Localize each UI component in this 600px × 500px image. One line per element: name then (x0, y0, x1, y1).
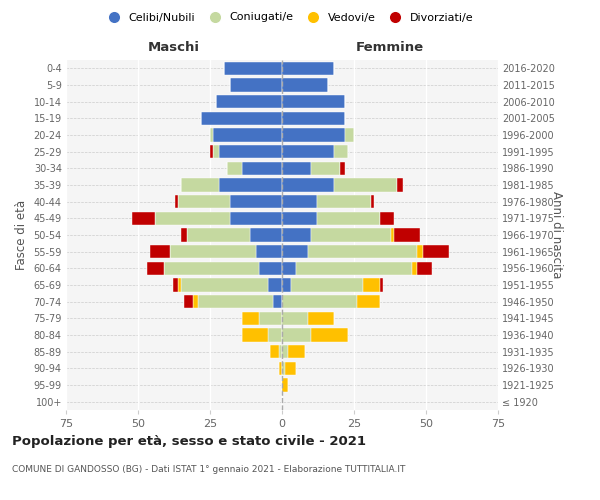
Bar (259, 262, 282, 275)
Bar (178, 195, 230, 208)
Bar (170, 245, 256, 258)
Bar (213, 128, 282, 141)
Bar (282, 162, 311, 175)
Bar (282, 378, 288, 392)
Bar (242, 328, 268, 342)
Bar (282, 195, 317, 208)
Bar (397, 178, 403, 192)
Bar (380, 212, 394, 225)
Bar (362, 278, 380, 291)
Bar (268, 278, 282, 291)
Bar (242, 312, 259, 325)
Text: Popolazione per età, sesso e stato civile - 2021: Popolazione per età, sesso e stato civil… (12, 435, 366, 448)
Bar (340, 162, 346, 175)
Bar (230, 78, 282, 92)
Bar (250, 228, 282, 241)
Bar (184, 295, 193, 308)
Bar (282, 245, 308, 258)
Bar (371, 195, 374, 208)
Bar (282, 228, 311, 241)
Bar (282, 328, 311, 342)
Bar (296, 262, 412, 275)
Bar (181, 178, 218, 192)
Bar (394, 228, 420, 241)
Bar (279, 345, 282, 358)
Bar (259, 312, 282, 325)
Legend: Celibi/Nubili, Coniugati/e, Vedovi/e, Divorziati/e: Celibi/Nubili, Coniugati/e, Vedovi/e, Di… (98, 8, 478, 27)
Bar (346, 128, 354, 141)
Bar (218, 178, 282, 192)
Bar (357, 295, 380, 308)
Bar (334, 145, 348, 158)
Bar (282, 362, 285, 375)
Bar (202, 112, 282, 125)
Y-axis label: Fasce di età: Fasce di età (15, 200, 28, 270)
Bar (282, 145, 334, 158)
Bar (418, 262, 432, 275)
Y-axis label: Anni di nascita: Anni di nascita (550, 192, 563, 278)
Bar (268, 328, 282, 342)
Bar (230, 212, 282, 225)
Bar (282, 212, 317, 225)
Bar (149, 245, 170, 258)
Bar (175, 195, 178, 208)
Bar (216, 95, 282, 108)
Bar (173, 278, 178, 291)
Bar (311, 228, 391, 241)
Bar (311, 328, 348, 342)
Bar (290, 278, 362, 291)
Bar (317, 195, 371, 208)
Bar (242, 162, 282, 175)
Bar (282, 262, 296, 275)
Bar (282, 345, 288, 358)
Bar (334, 178, 397, 192)
Bar (230, 195, 282, 208)
Bar (271, 345, 279, 358)
Bar (308, 312, 334, 325)
Bar (282, 312, 308, 325)
Bar (380, 278, 383, 291)
Bar (199, 295, 274, 308)
Bar (210, 128, 213, 141)
Bar (412, 262, 418, 275)
Bar (164, 262, 259, 275)
Bar (218, 145, 282, 158)
Text: COMUNE DI GANDOSSO (BG) - Dati ISTAT 1° gennaio 2021 - Elaborazione TUTTITALIA.I: COMUNE DI GANDOSSO (BG) - Dati ISTAT 1° … (12, 465, 406, 474)
Bar (227, 162, 242, 175)
Bar (288, 345, 305, 358)
Bar (274, 295, 282, 308)
Bar (282, 295, 357, 308)
Bar (181, 278, 268, 291)
Bar (391, 228, 394, 241)
Bar (279, 362, 282, 375)
Bar (282, 62, 334, 75)
Bar (282, 112, 346, 125)
Bar (155, 212, 230, 225)
Bar (193, 295, 199, 308)
Bar (282, 278, 290, 291)
Bar (423, 245, 449, 258)
Bar (181, 228, 187, 241)
Bar (256, 245, 282, 258)
Text: Femmine: Femmine (356, 41, 424, 54)
Bar (317, 212, 380, 225)
Bar (187, 228, 250, 241)
Bar (282, 95, 346, 108)
Bar (282, 128, 346, 141)
Bar (146, 262, 164, 275)
Bar (308, 245, 418, 258)
Bar (210, 145, 213, 158)
Text: Maschi: Maschi (148, 41, 200, 54)
Bar (285, 362, 296, 375)
Bar (282, 178, 334, 192)
Bar (213, 145, 218, 158)
Bar (311, 162, 340, 175)
Bar (132, 212, 155, 225)
Bar (178, 278, 181, 291)
Bar (418, 245, 423, 258)
Bar (224, 62, 282, 75)
Bar (282, 78, 328, 92)
